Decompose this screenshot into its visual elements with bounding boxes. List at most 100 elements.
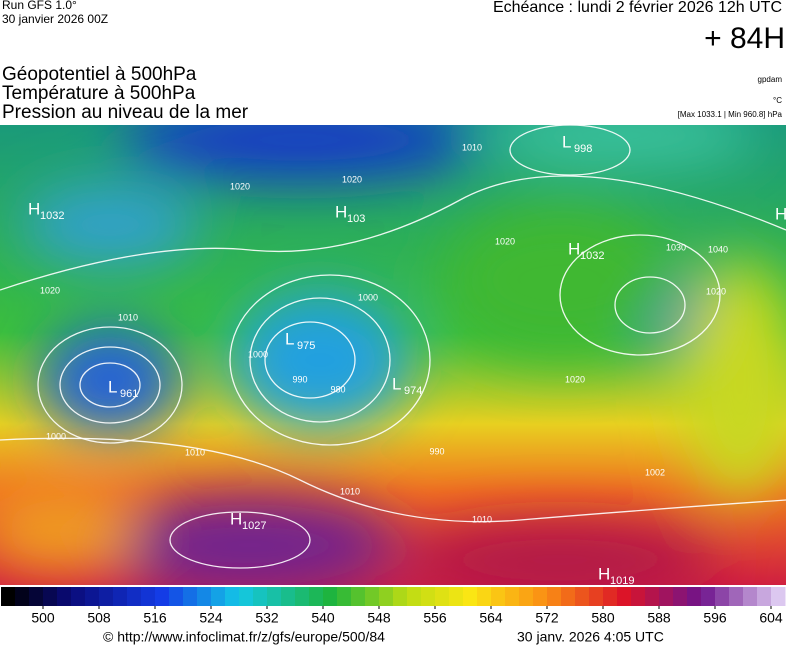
isobar-label: 1010 [472, 514, 492, 524]
colorbar-swatch [141, 587, 156, 606]
map-field [0, 125, 786, 585]
colorbar: 500 508 516 524 532 540 548 556 564 572 580 588 596 6… [1, 587, 786, 626]
colorbar-swatch [617, 587, 632, 606]
colorbar-swatch [757, 587, 772, 606]
colorbar-tick-label: 540 [311, 610, 335, 626]
pressure-center-value: 1032 [580, 250, 604, 262]
pressure-center-letter: H [335, 202, 347, 221]
colorbar-swatch [729, 587, 744, 606]
isobars [0, 125, 786, 569]
colorbar-swatch [575, 587, 590, 606]
colorbar-swatch [295, 587, 310, 606]
isobar-label: 990 [429, 446, 444, 456]
colorbar-swatch [561, 587, 576, 606]
colorbar-swatch [309, 587, 324, 606]
colorbar-swatch [379, 587, 394, 606]
colorbar-swatch [15, 587, 30, 606]
colorbar-swatch [477, 587, 492, 606]
colorbar-swatch [127, 587, 142, 606]
colorbar-swatch [701, 587, 716, 606]
colorbar-swatch [449, 587, 464, 606]
colorbar-swatch [29, 587, 44, 606]
pressure-center-letter: L [108, 377, 117, 396]
run-label: Run GFS 1.0° [2, 0, 77, 12]
generated-time: 30 janv. 2026 4:05 UTC [517, 629, 664, 645]
field-title: Pression au niveau de la mer [2, 102, 249, 123]
pressure-center-value: 1027 [242, 520, 266, 532]
colorbar-swatch [421, 587, 436, 606]
colorbar-swatch [393, 587, 408, 606]
colorbar-tick-label: 564 [479, 610, 503, 626]
colorbar-swatch [673, 587, 688, 606]
unit-label: gpdam [758, 75, 783, 84]
colorbar-tick-label: 596 [703, 610, 727, 626]
isobar-label: 1000 [358, 292, 378, 302]
colorbar-swatch [589, 587, 604, 606]
colorbar-tick-label: 580 [591, 610, 615, 626]
colorbar-swatch [113, 587, 128, 606]
colorbar-tick-label: 516 [143, 610, 167, 626]
colorbar-swatch [435, 587, 450, 606]
pressure-center-value: 1032 [40, 210, 64, 222]
pressure-center-value: 974 [404, 385, 422, 397]
colorbar-tick-label: 508 [87, 610, 111, 626]
isobar-label: 1030 [666, 242, 686, 252]
colorbar-swatch [463, 587, 478, 606]
colorbar-tick-label: 548 [367, 610, 391, 626]
colorbar-tick-label: 524 [199, 610, 223, 626]
colorbar-swatch [659, 587, 674, 606]
colorbar-swatch [603, 587, 618, 606]
colorbar-swatch [519, 587, 534, 606]
field-title: Géopotentiel à 500hPa [2, 64, 197, 85]
colorbar-swatch [57, 587, 72, 606]
pressure-center-value: 975 [297, 340, 315, 352]
colorbar-swatch [491, 587, 506, 606]
pressure-center-letter: H [568, 239, 580, 258]
colorbar-swatch [743, 587, 758, 606]
pressure-center-letter: H [28, 199, 40, 218]
colorbar-swatch [351, 587, 366, 606]
colorbar-swatch [169, 587, 184, 606]
colorbar-swatch [155, 587, 170, 606]
isobar-label: 1010 [462, 142, 482, 152]
isobar-label: 1020 [706, 286, 726, 296]
field-title: Température à 500hPa [2, 83, 196, 104]
colorbar-tick-label: 556 [423, 610, 447, 626]
isobar-label: 1010 [118, 312, 138, 322]
isobar-label: 1040 [708, 244, 728, 254]
source-url: © http://www.infoclimat.fr/z/gfs/europe/… [103, 629, 385, 645]
isobar-label: 980 [330, 384, 345, 394]
colorbar-swatch [715, 587, 730, 606]
pressure-center-letter: L [392, 374, 401, 393]
colorbar-swatch [337, 587, 352, 606]
colorbar-swatch [225, 587, 240, 606]
pressure-center-value: 998 [574, 143, 592, 155]
colorbar-swatch [323, 587, 338, 606]
colorbar-swatch [197, 587, 212, 606]
isobar-label: 1020 [565, 374, 585, 384]
colorbar-swatch [211, 587, 226, 606]
pressure-center-letter: H [775, 204, 786, 223]
colorbar-swatch [505, 587, 520, 606]
isobar-label: 1020 [230, 181, 250, 191]
isobar-label: 1020 [495, 236, 515, 246]
pressure-center-letter: H [230, 509, 242, 528]
colorbar-swatch [183, 587, 198, 606]
pressure-center-letter: L [562, 132, 571, 151]
colorbar-swatch [71, 587, 86, 606]
isobar-label: 1002 [645, 467, 665, 477]
colorbar-tick-label: 532 [255, 610, 279, 626]
colorbar-tick-label: 588 [647, 610, 671, 626]
pressure-center-value: 1019 [610, 575, 634, 587]
colorbar-swatch [99, 587, 114, 606]
colorbar-swatch [533, 587, 548, 606]
isobar-label: 1000 [248, 349, 268, 359]
colorbar-swatch [407, 587, 422, 606]
colorbar-tick-label: 572 [535, 610, 559, 626]
colorbar-swatch [1, 587, 16, 606]
run-date: 30 janvier 2026 00Z [2, 12, 108, 26]
isobar-label: 1010 [340, 486, 360, 496]
colorbar-swatch [645, 587, 660, 606]
colorbar-swatch [239, 587, 254, 606]
